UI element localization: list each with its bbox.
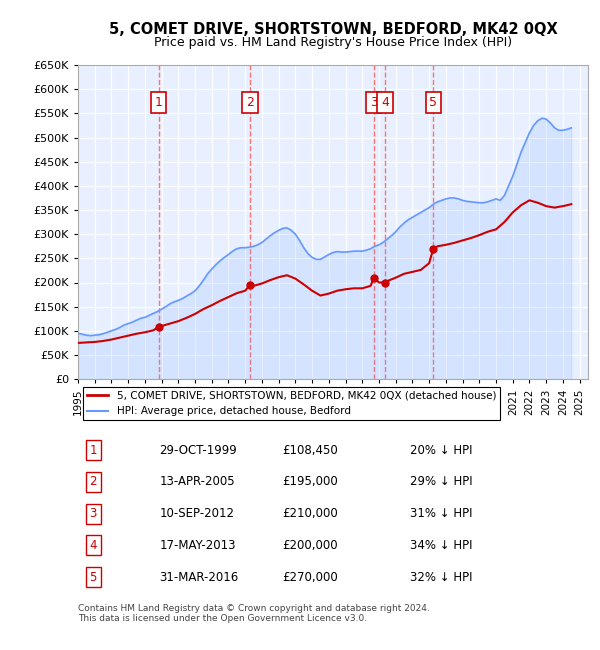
Text: 1: 1 xyxy=(89,444,97,457)
Text: 3: 3 xyxy=(89,507,97,520)
Text: 5: 5 xyxy=(430,96,437,109)
Text: 13-APR-2005: 13-APR-2005 xyxy=(160,476,235,489)
Text: 29-OCT-1999: 29-OCT-1999 xyxy=(160,444,238,457)
Text: 10-SEP-2012: 10-SEP-2012 xyxy=(160,507,235,520)
Text: 3: 3 xyxy=(370,96,378,109)
Text: £200,000: £200,000 xyxy=(282,539,338,552)
Text: 2: 2 xyxy=(246,96,254,109)
Text: 20% ↓ HPI: 20% ↓ HPI xyxy=(409,444,472,457)
Text: 32% ↓ HPI: 32% ↓ HPI xyxy=(409,571,472,584)
Text: £195,000: £195,000 xyxy=(282,476,338,489)
Text: 5, COMET DRIVE, SHORTSTOWN, BEDFORD, MK42 0QX: 5, COMET DRIVE, SHORTSTOWN, BEDFORD, MK4… xyxy=(109,21,557,37)
Text: £270,000: £270,000 xyxy=(282,571,338,584)
Text: 29% ↓ HPI: 29% ↓ HPI xyxy=(409,476,472,489)
Text: 34% ↓ HPI: 34% ↓ HPI xyxy=(409,539,472,552)
Text: 5: 5 xyxy=(89,571,97,584)
Text: £210,000: £210,000 xyxy=(282,507,338,520)
Text: 4: 4 xyxy=(89,539,97,552)
Text: 1: 1 xyxy=(155,96,163,109)
Text: 31-MAR-2016: 31-MAR-2016 xyxy=(160,571,239,584)
Legend: 5, COMET DRIVE, SHORTSTOWN, BEDFORD, MK42 0QX (detached house), HPI: Average pri: 5, COMET DRIVE, SHORTSTOWN, BEDFORD, MK4… xyxy=(83,387,500,421)
Text: 17-MAY-2013: 17-MAY-2013 xyxy=(160,539,236,552)
Text: 31% ↓ HPI: 31% ↓ HPI xyxy=(409,507,472,520)
Text: Price paid vs. HM Land Registry's House Price Index (HPI): Price paid vs. HM Land Registry's House … xyxy=(154,36,512,49)
Text: Contains HM Land Registry data © Crown copyright and database right 2024.
This d: Contains HM Land Registry data © Crown c… xyxy=(78,604,430,623)
Text: £108,450: £108,450 xyxy=(282,444,338,457)
Text: 4: 4 xyxy=(381,96,389,109)
Text: 2: 2 xyxy=(89,476,97,489)
